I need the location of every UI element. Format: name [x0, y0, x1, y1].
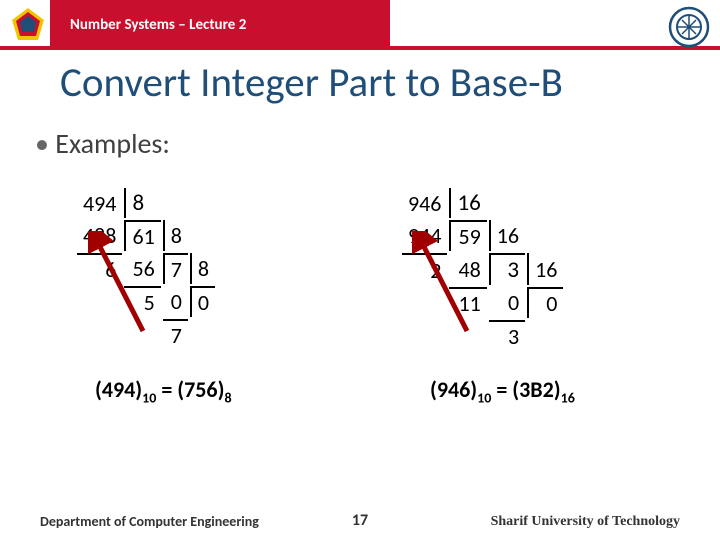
- footer-dept: Department of Computer Engineering: [40, 513, 259, 530]
- cell: 8: [124, 188, 160, 218]
- footer-uni: Sharif University of Technology: [491, 514, 680, 530]
- cell: [489, 188, 525, 218]
- arrow-left-icon: [88, 231, 158, 341]
- lecture-label: Number Systems – Lecture 2: [70, 16, 246, 34]
- cell: 946: [402, 188, 447, 218]
- logo-left-icon: [8, 6, 48, 46]
- header-bar: Number Systems – Lecture 2: [0, 0, 720, 50]
- cell: 7: [163, 253, 188, 284]
- cell: 3: [489, 320, 525, 351]
- cell: [190, 220, 215, 251]
- header-title-bar: Number Systems – Lecture 2: [50, 0, 390, 50]
- cell: [163, 188, 188, 218]
- cell: [527, 320, 563, 351]
- cell: 0: [163, 286, 188, 317]
- footer-page: 17: [352, 511, 368, 530]
- logo-right-icon: [668, 6, 710, 48]
- cell: 0: [527, 287, 563, 318]
- cell: 3: [489, 253, 525, 285]
- content-area: 494 8 488 61 8 6 56 7 8 5 0 0 7: [0, 161, 720, 441]
- cell: 494: [77, 188, 122, 218]
- cell: [190, 188, 215, 218]
- arrow-right-icon: [412, 231, 482, 341]
- cell: [527, 220, 563, 251]
- cell: 7: [163, 319, 188, 350]
- cell: 8: [163, 220, 188, 251]
- slide-title: Convert Integer Part to Base-B: [0, 50, 720, 108]
- cell: 8: [190, 253, 215, 284]
- cell: 0: [489, 287, 525, 318]
- cell: 0: [190, 286, 215, 317]
- cell: [527, 188, 563, 218]
- result-right: (946)10 = (3B2)16: [430, 376, 575, 406]
- cell: 16: [527, 253, 563, 285]
- cell: [190, 319, 215, 350]
- cell: 16: [489, 220, 525, 251]
- bullet-text: Examples:: [0, 108, 720, 161]
- cell: 16: [449, 188, 486, 218]
- result-left: (494)10 = (756)8: [95, 376, 232, 406]
